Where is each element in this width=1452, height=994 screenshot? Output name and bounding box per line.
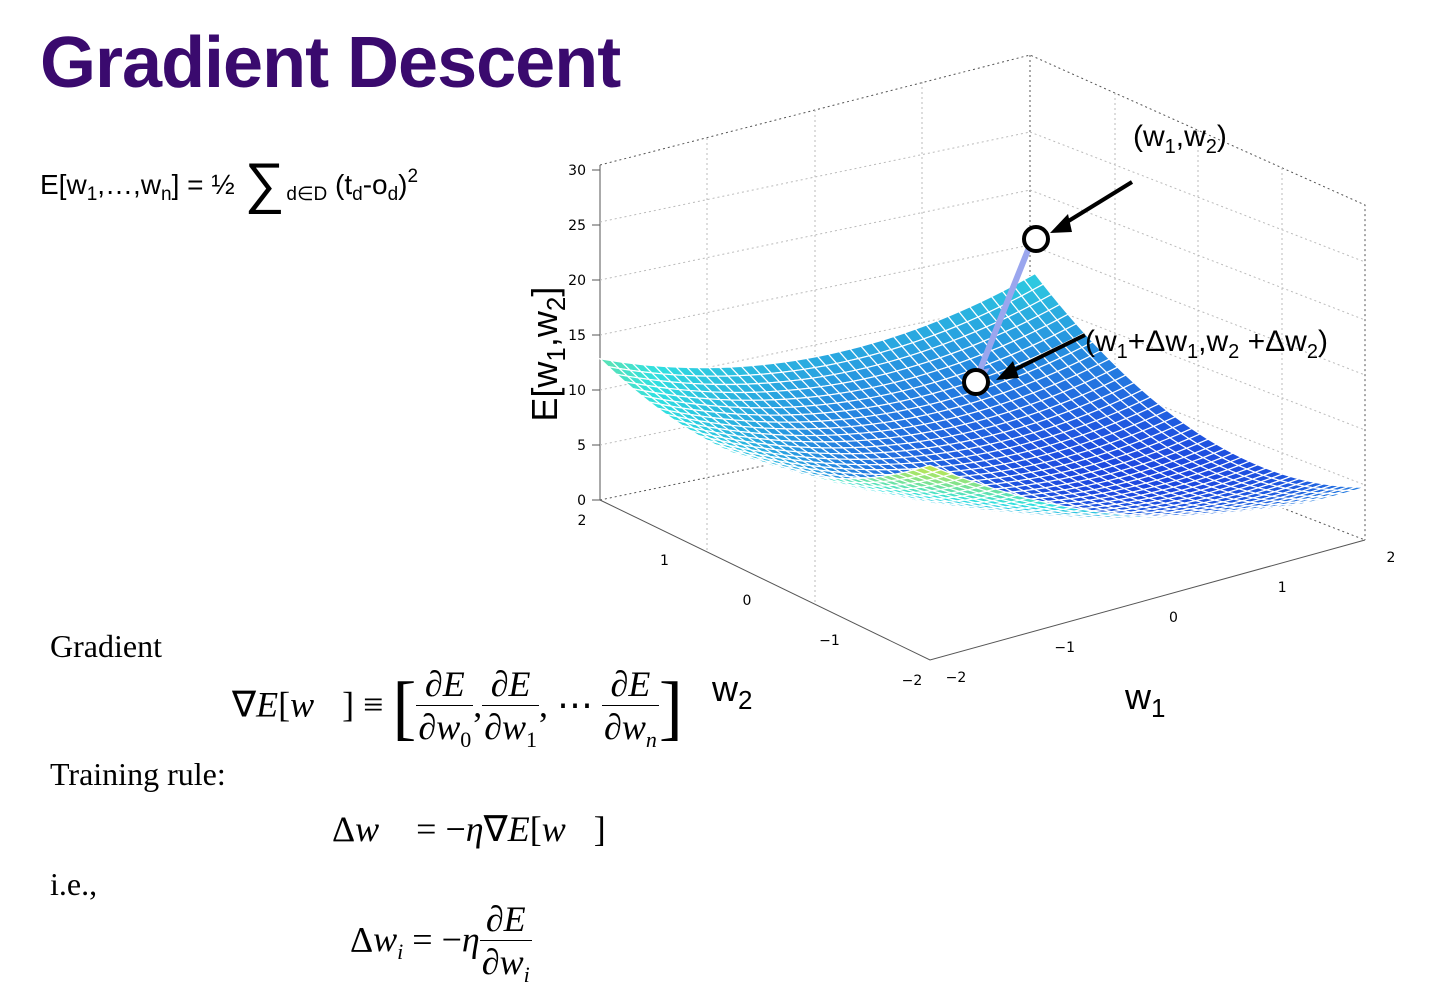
gradient-label: Gradient: [50, 628, 162, 664]
error-function-formula: E[w1,…,wn] = ½ ∑ d∈D (td-od)2: [40, 151, 419, 214]
training-rule-equation: Δw⃗ = −η∇E[w⃗]: [332, 809, 606, 849]
z-tick-label: 10: [568, 383, 586, 399]
descent-step-arrow: [977, 243, 1033, 372]
w2-tick-label: 2: [578, 513, 587, 529]
w2-tick-label: −1: [819, 633, 840, 649]
z-axis-ticks: 0 5 10 15 20 25 30: [568, 163, 600, 509]
z-tick-label: 25: [568, 218, 586, 234]
gradient-equation: ∇E[w⃗] ≡ [∂E ∂w0, ∂E ∂w1, ⋯ ∂E ∂wn]: [232, 664, 683, 753]
z-tick-label: 0: [577, 493, 586, 509]
w2-tick-label: −2: [902, 673, 923, 689]
surface-patch: [919, 464, 943, 473]
w2-tick-label: 0: [743, 593, 752, 609]
w1-axis-label: w1: [1125, 676, 1166, 724]
slide-title: Gradient Descent: [40, 23, 621, 103]
error-surface: [598, 272, 1366, 521]
current-point-label: (w1,w2): [1133, 120, 1227, 158]
w2-axis-label: w2: [712, 668, 753, 716]
z-tick-label: 20: [568, 273, 586, 289]
w1-tick-label: 0: [1169, 610, 1178, 626]
w2-axis-ticks: 2 1 0 −1 −2: [578, 513, 923, 689]
training-rule-label: Training rule:: [50, 756, 226, 792]
w1-tick-label: −1: [1054, 640, 1075, 656]
current-point-marker: [1022, 225, 1050, 253]
ie-label: i.e.,: [50, 866, 98, 902]
w2-tick-label: 1: [660, 553, 669, 569]
z-tick-label: 5: [577, 438, 586, 454]
pointer-arrow-b: [1009, 333, 1086, 374]
component-update-equation: Δwi = −η ∂E ∂wi: [350, 899, 532, 988]
w1-tick-label: −2: [946, 670, 967, 686]
next-point-label: (w1+Δw1,w2 +Δw2): [1085, 325, 1328, 363]
w1-axis-ticks: −2 −1 0 1 2: [946, 550, 1396, 686]
z-tick-label: 15: [568, 328, 586, 344]
pointer-arrow-a: [1060, 180, 1134, 227]
w1-tick-label: 1: [1278, 580, 1287, 596]
sigma-symbol: ∑: [244, 151, 285, 214]
z-axis-label: E[w1,w2]: [523, 286, 572, 422]
z-tick-label: 30: [568, 163, 586, 179]
next-point-marker: [962, 368, 990, 396]
w1-tick-label: 2: [1387, 550, 1396, 566]
